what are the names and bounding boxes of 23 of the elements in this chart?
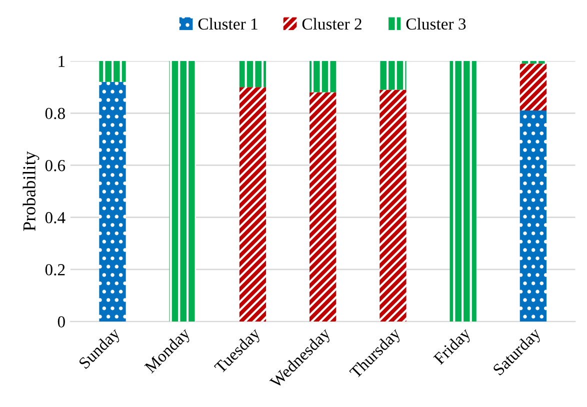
legend-label: Cluster 2 <box>302 18 362 30</box>
legend-label: Cluster 3 <box>406 18 466 30</box>
y-tick-label: 0.8 <box>45 108 65 120</box>
y-tick-label: 0 <box>58 316 65 328</box>
y-tick-label: 0.6 <box>45 160 66 172</box>
bar <box>380 90 406 322</box>
bar <box>99 61 126 82</box>
bar <box>239 87 266 322</box>
bar <box>520 64 547 111</box>
bar <box>310 92 336 322</box>
y-tick-label: 1 <box>58 56 65 67</box>
bar <box>520 61 547 64</box>
legend-label: Cluster 1 <box>198 18 258 30</box>
bar <box>99 82 126 322</box>
bar <box>310 61 336 92</box>
bar <box>169 61 196 322</box>
bar <box>239 61 266 88</box>
bar <box>380 61 406 90</box>
bar <box>520 110 547 322</box>
y-tick-label: 0.4 <box>45 212 66 224</box>
bar <box>450 61 476 322</box>
y-axis-title: Probability <box>22 151 40 231</box>
y-tick-label: 0.2 <box>45 264 65 276</box>
